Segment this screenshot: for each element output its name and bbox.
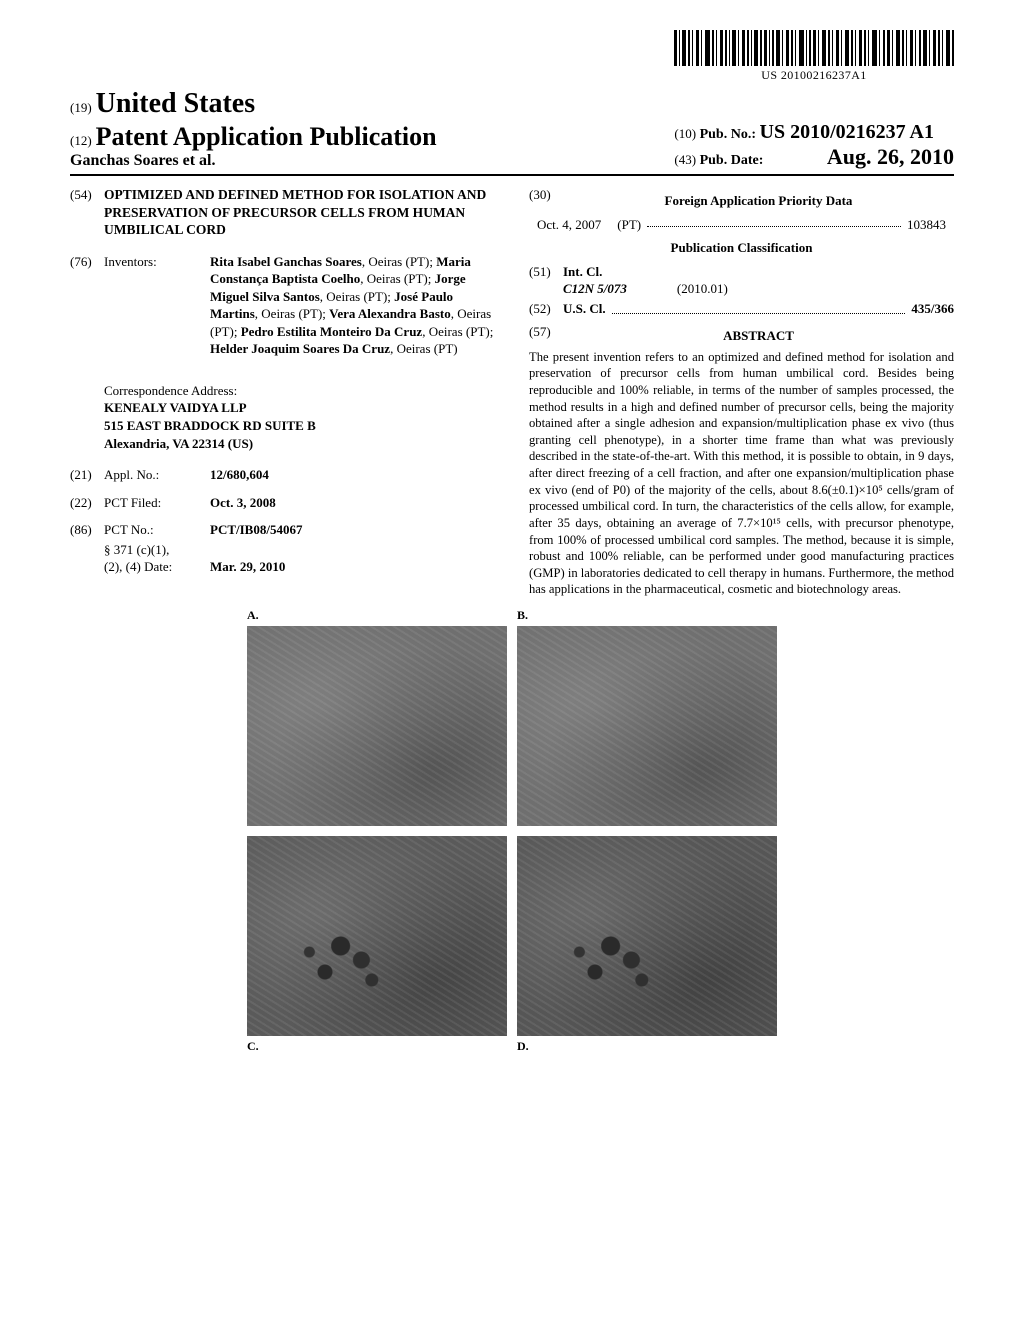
pubno-code: (10) <box>674 126 696 141</box>
pctfiled-label: PCT Filed: <box>104 494 210 512</box>
header: (19) United States (12) Patent Applicati… <box>70 88 954 176</box>
foreign-heading: Foreign Application Priority Data <box>563 192 954 210</box>
figure-b-label: B. <box>517 608 528 623</box>
classification-heading: Publication Classification <box>529 239 954 257</box>
figure-a <box>247 626 507 826</box>
doc-type: Patent Application Publication <box>96 122 437 151</box>
dots <box>647 216 901 227</box>
figure-a-label: A. <box>247 608 259 623</box>
corr-label: Correspondence Address: <box>104 382 495 400</box>
pctno-value: PCT/IB08/54067 <box>210 522 302 537</box>
pctfiled-code: (22) <box>70 494 104 512</box>
pubno-value: US 2010/0216237 A1 <box>760 121 934 143</box>
corr-line2: 515 EAST BRADDOCK RD SUITE B <box>104 418 316 433</box>
figure-b <box>517 626 777 826</box>
figure-d-label: D. <box>517 1039 529 1054</box>
title-code: (54) <box>70 186 104 239</box>
abstract-code: (57) <box>529 323 563 349</box>
corr-line1: KENEALY VAIDYA LLP <box>104 400 247 415</box>
foreign-number: 103843 <box>907 216 946 234</box>
authors-line: Ganchas Soares et al. <box>70 152 437 170</box>
intcl-ver: (2010.01) <box>677 280 728 298</box>
inventors-label: Inventors: <box>104 253 210 358</box>
invention-title: OPTIMIZED AND DEFINED METHOD FOR ISOLATI… <box>104 186 495 239</box>
country-code: (19) <box>70 100 92 115</box>
abstract-label: ABSTRACT <box>563 327 954 345</box>
foreign-code: (30) <box>529 186 563 216</box>
s371-label1: § 371 (c)(1), <box>104 542 169 557</box>
applno-value: 12/680,604 <box>210 467 269 482</box>
inventors-code: (76) <box>70 253 104 358</box>
foreign-country: (PT) <box>617 216 641 234</box>
intcl-label: Int. Cl. <box>563 264 602 279</box>
dots <box>612 303 906 314</box>
barcode: US 20100216237A1 <box>674 30 954 83</box>
inventors-list: Rita Isabel Ganchas Soares, Oeiras (PT);… <box>210 253 495 358</box>
uscl-code: (52) <box>529 300 563 318</box>
barcode-text: US 20100216237A1 <box>674 68 954 83</box>
uscl-value: 435/366 <box>911 301 954 316</box>
correspondence-address: Correspondence Address: KENEALY VAIDYA L… <box>104 382 495 452</box>
pubdate-value: Aug. 26, 2010 <box>827 144 954 169</box>
pctno-code: (86) <box>70 521 104 539</box>
abstract-text: The present invention refers to an optim… <box>529 349 954 598</box>
corr-line3: Alexandria, VA 22314 (US) <box>104 436 253 451</box>
figure-c-label: C. <box>247 1039 259 1054</box>
figures: A. B. C. D. <box>70 626 954 1036</box>
pubdate-code: (43) <box>674 152 696 167</box>
pctno-label: PCT No.: <box>104 521 210 539</box>
country: United States <box>96 88 255 119</box>
applno-code: (21) <box>70 466 104 484</box>
figure-d <box>517 836 777 1036</box>
doc-code: (12) <box>70 133 92 148</box>
figure-c <box>247 836 507 1036</box>
uscl-label: U.S. Cl. <box>563 301 606 316</box>
s371-label2: (2), (4) Date: <box>104 559 172 574</box>
applno-label: Appl. No.: <box>104 466 210 484</box>
pctfiled-value: Oct. 3, 2008 <box>210 495 276 510</box>
intcl-code: (51) <box>529 263 563 298</box>
pubdate-label: Pub. Date: <box>700 153 764 168</box>
barcode-block: US 20100216237A1 <box>70 30 954 84</box>
pubno-label: Pub. No.: <box>700 127 756 142</box>
foreign-date: Oct. 4, 2007 <box>537 216 601 234</box>
s371-value: Mar. 29, 2010 <box>210 559 285 574</box>
intcl-class: C12N 5/073 <box>563 280 627 298</box>
